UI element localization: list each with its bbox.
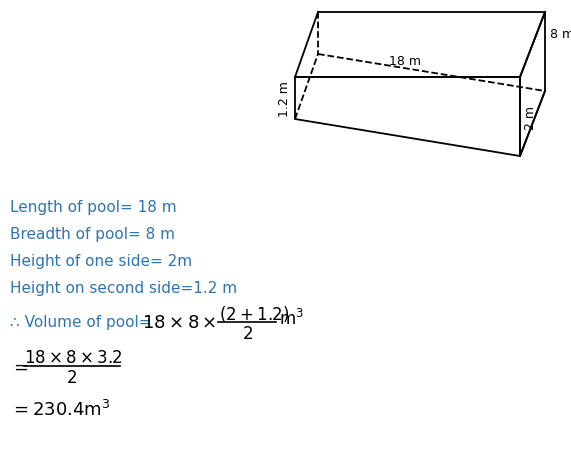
Text: $=$: $=$ (10, 357, 29, 375)
Text: Breadth of pool= 8 m: Breadth of pool= 8 m (10, 227, 175, 242)
Text: Height on second side=1.2 m: Height on second side=1.2 m (10, 281, 237, 296)
Text: Height of one side= 2m: Height of one side= 2m (10, 254, 192, 269)
Text: 2 m: 2 m (524, 106, 537, 130)
Text: Length of pool= 18 m: Length of pool= 18 m (10, 200, 176, 215)
Text: 1.2 m: 1.2 m (278, 81, 291, 116)
Text: $2$: $2$ (66, 368, 78, 386)
Text: $(2+1.2)$: $(2+1.2)$ (219, 303, 289, 324)
Text: $= 230.4\mathrm{m}^3$: $= 230.4\mathrm{m}^3$ (10, 399, 110, 419)
Text: ∴ Volume of pool=: ∴ Volume of pool= (10, 315, 151, 330)
Text: $18\times8\times3.2$: $18\times8\times3.2$ (24, 348, 123, 366)
Text: $2$: $2$ (242, 324, 252, 342)
Text: 8 m: 8 m (550, 28, 571, 41)
Text: m$^3$: m$^3$ (279, 308, 304, 329)
Text: $18\times8\times$: $18\times8\times$ (142, 313, 216, 331)
Text: 18 m: 18 m (389, 55, 421, 68)
